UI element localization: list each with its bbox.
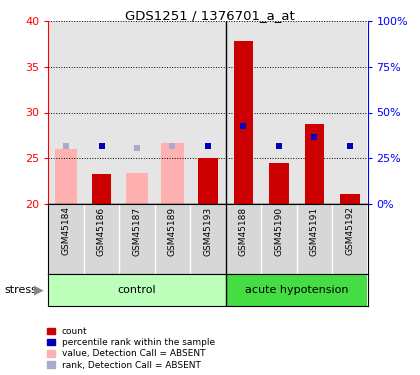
Text: GSM45193: GSM45193 — [203, 207, 213, 256]
Bar — [226, 21, 261, 204]
Bar — [119, 204, 155, 274]
Bar — [332, 204, 368, 274]
Bar — [198, 159, 218, 204]
Bar — [297, 21, 332, 204]
Text: GSM45186: GSM45186 — [97, 207, 106, 256]
Bar — [190, 204, 226, 274]
Text: ▶: ▶ — [34, 283, 44, 296]
Bar — [226, 274, 368, 306]
Text: GSM45187: GSM45187 — [132, 207, 142, 256]
Text: acute hypotension: acute hypotension — [245, 285, 348, 295]
Bar — [297, 204, 332, 274]
Text: GDS1251 / 1376701_a_at: GDS1251 / 1376701_a_at — [125, 9, 295, 22]
Text: GSM45192: GSM45192 — [345, 207, 354, 255]
Bar — [48, 21, 84, 204]
Bar — [84, 204, 119, 274]
Text: GSM45188: GSM45188 — [239, 207, 248, 256]
Bar — [84, 21, 119, 204]
Bar — [155, 204, 190, 274]
Bar — [261, 21, 297, 204]
Bar — [126, 173, 148, 204]
Text: GSM45191: GSM45191 — [310, 207, 319, 256]
Bar — [304, 124, 324, 204]
Text: GSM45189: GSM45189 — [168, 207, 177, 256]
Bar — [234, 41, 253, 204]
Text: GSM45190: GSM45190 — [274, 207, 284, 256]
Bar — [55, 149, 77, 204]
Bar — [340, 194, 360, 204]
Bar — [332, 21, 368, 204]
Bar — [190, 21, 226, 204]
Bar — [226, 204, 261, 274]
Bar — [119, 21, 155, 204]
Bar — [155, 21, 190, 204]
Text: stress: stress — [4, 285, 37, 295]
Bar — [48, 274, 226, 306]
Bar — [48, 204, 84, 274]
Bar — [269, 163, 289, 204]
Bar — [261, 204, 297, 274]
Legend: count, percentile rank within the sample, value, Detection Call = ABSENT, rank, : count, percentile rank within the sample… — [47, 327, 215, 370]
Bar — [92, 174, 111, 204]
Text: control: control — [118, 285, 156, 295]
Bar — [161, 143, 184, 204]
Text: GSM45184: GSM45184 — [62, 207, 71, 255]
